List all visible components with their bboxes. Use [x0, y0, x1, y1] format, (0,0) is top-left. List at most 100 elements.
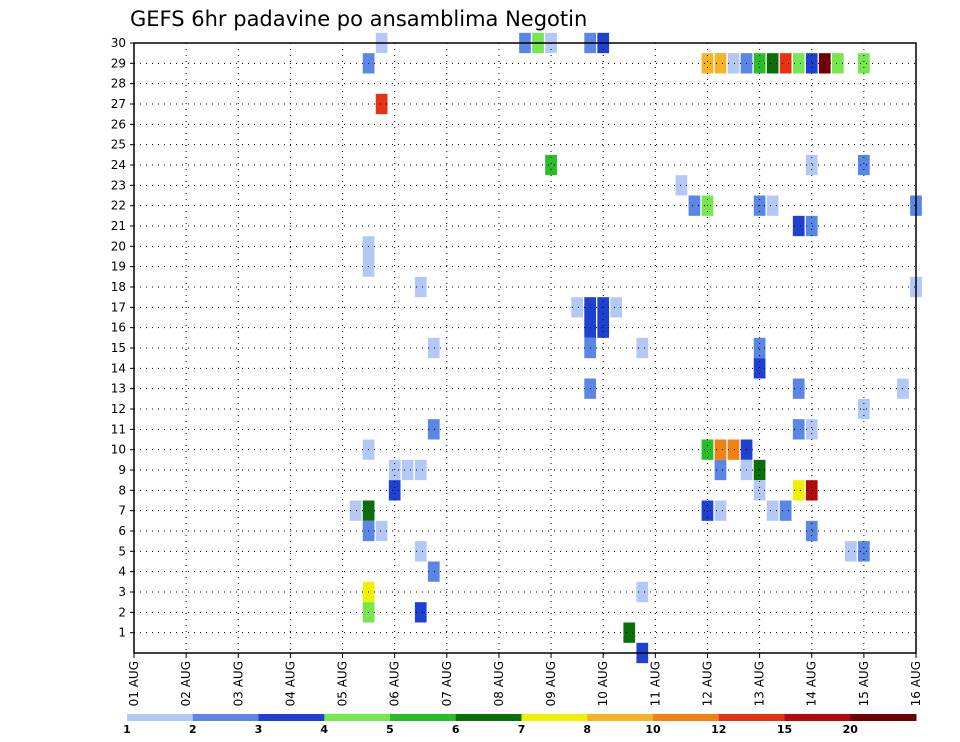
colorbar-label: 4 [320, 723, 328, 736]
precip-cell [858, 398, 870, 420]
precip-cell [727, 53, 740, 74]
precip-cell [844, 541, 857, 562]
precip-cell [766, 53, 779, 74]
precip-cell [858, 541, 870, 562]
precip-cell [805, 419, 818, 440]
x-tick-label: 04 AUG [283, 661, 297, 706]
y-tick-label: 16 [111, 321, 126, 335]
precip-cell [831, 53, 844, 74]
x-tick-label: 05 AUG [336, 661, 350, 706]
precip-cell [714, 439, 727, 460]
precip-cell [779, 500, 792, 521]
y-axis: 1234567891011121314151617181920212223242… [111, 36, 134, 640]
y-tick-label: 8 [118, 483, 126, 497]
x-tick-label: 06 AUG [388, 661, 402, 706]
precip-cell [571, 297, 583, 318]
precip-cell [753, 337, 766, 359]
precip-cell [349, 500, 362, 521]
precip-cell [753, 53, 766, 74]
y-tick-label: 15 [111, 341, 126, 355]
precip-cell [753, 480, 766, 501]
precip-cell [792, 419, 805, 440]
x-axis: 01 AUG 02 AUG 03 AUG 04 AUG 05 AUG 06 AUG 07 A… [127, 653, 923, 706]
colorbar-label: 1 [123, 723, 131, 736]
precip-cell [636, 337, 649, 359]
precip-cell [688, 195, 701, 216]
x-tick-label: 07 AUG [440, 661, 454, 706]
colorbar-label: 3 [255, 723, 263, 736]
precip-cell [792, 53, 805, 74]
precip-cell [701, 500, 714, 521]
x-tick-label: 03 AUG [231, 661, 245, 706]
y-tick-label: 29 [111, 56, 126, 70]
x-tick-label: 12 AUG [700, 661, 714, 706]
y-tick-label: 17 [111, 300, 126, 314]
y-tick-label: 11 [111, 422, 126, 436]
precip-cell [792, 215, 805, 237]
y-tick-label: 9 [118, 463, 126, 477]
y-tick-label: 18 [111, 280, 126, 294]
colorbar-label: 20 [843, 723, 859, 736]
y-tick-label: 23 [111, 178, 126, 192]
y-tick-label: 14 [111, 361, 126, 375]
y-tick-label: 12 [111, 402, 126, 416]
precip-cell [792, 480, 805, 501]
colorbar: 1 2 3 4 5 6 7 8 10 12 15 20 [123, 714, 917, 736]
y-tick-label: 25 [111, 138, 126, 152]
colorbar-swatch [850, 714, 917, 721]
y-tick-label: 3 [118, 585, 126, 599]
y-tick-label: 4 [118, 565, 126, 579]
precip-cell [805, 520, 818, 542]
precip-cell [623, 622, 636, 643]
precip-cell [714, 459, 727, 481]
precip-cell [610, 297, 623, 318]
x-tick-label: 01 AUG [127, 661, 141, 706]
y-tick-label: 1 [118, 626, 126, 640]
colorbar-label: 6 [452, 723, 460, 736]
y-tick-label: 10 [111, 443, 126, 457]
precip-cell [779, 53, 792, 74]
precip-cell [727, 439, 740, 460]
colorbar-swatch [127, 714, 194, 721]
colorbar-label: 10 [645, 723, 661, 736]
y-tick-label: 6 [118, 524, 126, 538]
colorbar-swatch [653, 714, 720, 721]
precip-cell [766, 500, 779, 521]
precip-cell [375, 520, 388, 542]
y-tick-label: 19 [111, 260, 126, 274]
y-tick-label: 28 [111, 77, 126, 91]
precip-cell [414, 276, 427, 298]
colorbar-label: 2 [189, 723, 197, 736]
grid-lines [134, 42, 916, 653]
precip-cell [414, 602, 427, 623]
colorbar-swatch [192, 714, 259, 721]
y-tick-label: 24 [111, 158, 126, 172]
colorbar-label: 7 [518, 723, 526, 736]
colorbar-swatch [521, 714, 588, 721]
precip-cell [675, 175, 688, 196]
x-tick-label: 09 AUG [544, 661, 558, 706]
precip-cell [427, 561, 440, 582]
y-tick-label: 13 [111, 382, 126, 396]
x-tick-label: 11 AUG [648, 661, 662, 706]
y-tick-label: 26 [111, 117, 126, 131]
precip-cell [805, 154, 818, 176]
colorbar-swatch [324, 714, 391, 721]
precip-cell [805, 53, 818, 74]
colorbar-label: 8 [583, 723, 591, 736]
precip-cell [401, 459, 414, 481]
colorbar-label: 5 [386, 723, 394, 736]
x-tick-label: 08 AUG [492, 661, 506, 706]
y-tick-label: 2 [118, 605, 126, 619]
precip-cell [701, 439, 714, 460]
precip-cell [766, 195, 779, 216]
x-tick-label: 15 AUG [857, 661, 871, 706]
colorbar-label: 12 [711, 723, 726, 736]
precip-cell [414, 541, 427, 562]
colorbar-swatch [784, 714, 851, 721]
colorbar-swatch [587, 714, 654, 721]
precip-cell [414, 459, 427, 481]
precip-cell [427, 419, 440, 440]
precip-cell [753, 358, 766, 379]
